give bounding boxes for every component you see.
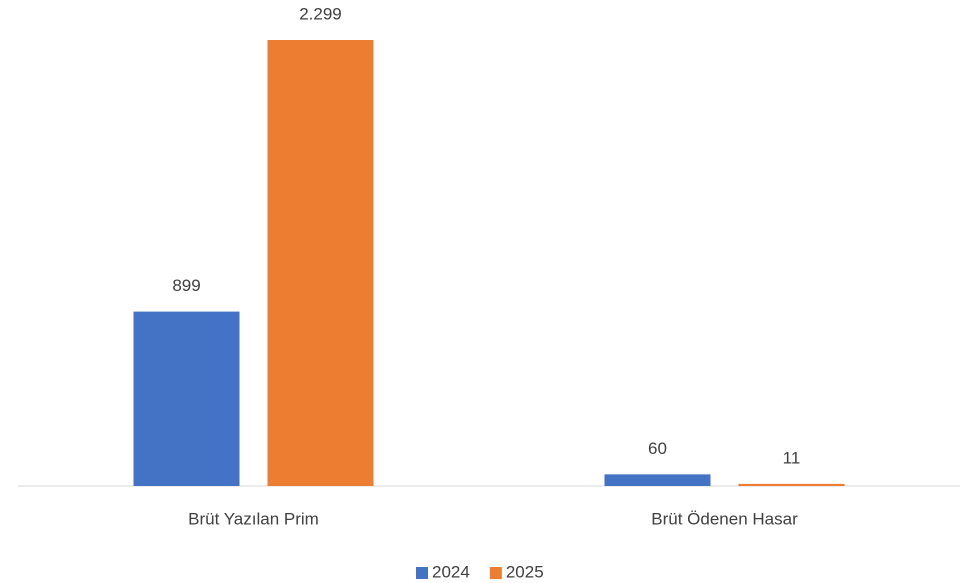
legend-label: 2025 bbox=[506, 562, 544, 581]
legend-swatch bbox=[416, 567, 428, 579]
value-label: 60 bbox=[648, 439, 667, 458]
legend-swatch bbox=[489, 567, 502, 579]
legend-label: 2024 bbox=[432, 562, 470, 581]
value-label: 2.299 bbox=[299, 4, 342, 23]
value-label: 899 bbox=[172, 276, 200, 295]
value-label: 11 bbox=[783, 448, 801, 467]
bar bbox=[133, 311, 240, 486]
x-tick-label: Brüt Ödenen Hasar bbox=[651, 509, 798, 528]
x-tick-label: Brüt Yazılan Prim bbox=[188, 509, 319, 528]
bar bbox=[267, 40, 374, 486]
bar bbox=[604, 474, 711, 486]
bar bbox=[738, 483, 845, 486]
